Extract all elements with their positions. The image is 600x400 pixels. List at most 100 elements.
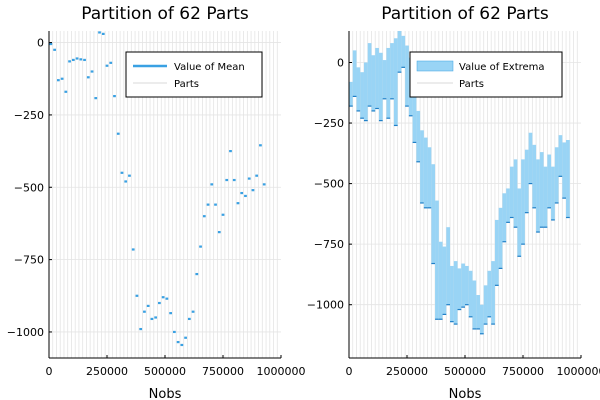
extrema-band: [442, 246, 447, 315]
extrema-band: [349, 81, 353, 107]
extrema-band: [528, 132, 533, 184]
mean-chart-y-tick-label: 0: [37, 37, 44, 50]
extrema-chart-y-tick-label: −250: [314, 117, 344, 130]
extrema-band: [367, 43, 372, 107]
extrema-band: [472, 280, 477, 329]
extrema-band: [393, 38, 398, 126]
extrema-band: [352, 50, 357, 97]
extrema-chart-x-tick-label: 500000: [444, 365, 486, 378]
extrema-band: [506, 188, 510, 223]
extrema-band: [539, 152, 544, 228]
extrema-band: [465, 265, 469, 305]
extrema-band: [401, 35, 406, 68]
extrema-band: [491, 261, 495, 325]
extrema-chart-marks: [349, 31, 570, 335]
extrema-band: [435, 200, 439, 320]
extrema-band: [524, 149, 529, 213]
extrema-band: [468, 270, 473, 317]
extrema-band: [438, 241, 443, 320]
extrema-band: [405, 45, 409, 107]
extrema-chart-title: Partition of 62 Parts: [381, 4, 549, 24]
extrema-band: [566, 140, 570, 218]
mean-chart-x-axis-label: Nobs: [149, 387, 182, 400]
extrema-band: [371, 55, 376, 111]
extrema-band: [431, 164, 436, 264]
extrema-band: [382, 60, 387, 99]
extrema-band: [554, 147, 559, 203]
extrema-band: [423, 137, 428, 208]
extrema-band: [547, 154, 552, 208]
extrema-band: [551, 166, 555, 220]
mean-chart-legend-label-parts: Parts: [174, 79, 199, 90]
extrema-chart-y-tick-label: −1000: [307, 299, 344, 312]
extrema-chart-x-ticks: 0 250000 500000 750000 1000000: [346, 355, 600, 378]
mean-chart-x-tick-label: 750000: [202, 365, 244, 378]
extrema-chart-legend-label-extrema: Value of Extrema: [459, 62, 545, 73]
mean-chart-legend: Value of Mean Parts: [125, 51, 263, 98]
mean-chart-y-tick-label: −750: [14, 254, 44, 267]
extrema-chart-y-tick-label: −750: [314, 238, 344, 251]
extrema-chart-legend-box: [409, 51, 563, 98]
extrema-band: [483, 285, 488, 325]
mean-chart-marks: [49, 31, 266, 347]
extrema-band: [521, 159, 525, 245]
mean-chart-title: Partition of 62 Parts: [81, 4, 249, 24]
extrema-band: [378, 52, 383, 121]
extrema-band: [450, 265, 454, 322]
extrema-chart-x-axis-label: Nobs: [449, 387, 482, 400]
extrema-band: [517, 188, 522, 257]
extrema-chart-y-tick-label: −500: [314, 178, 344, 191]
extrema-band: [461, 263, 466, 308]
mean-chart-x-tick-label: 250000: [86, 365, 128, 378]
extrema-band: [375, 47, 379, 109]
mean-chart-x-ticks: 0 250000 500000 750000 1000000: [46, 355, 306, 378]
extrema-chart-legend-swatch-extrema: [416, 60, 454, 72]
extrema-band: [532, 144, 537, 208]
extrema-band: [427, 147, 432, 208]
extrema-band: [360, 72, 364, 119]
extrema-chart-legend: Value of Extrema Parts: [409, 51, 563, 98]
extrema-band: [513, 159, 518, 228]
extrema-band: [543, 166, 548, 228]
extrema-band: [386, 47, 391, 119]
extrema-band: [498, 207, 503, 269]
extrema-bands: [349, 31, 570, 335]
extrema-band: [446, 227, 451, 305]
extrema-chart-y-ticks: 0 −250 −500 −750 −1000: [307, 56, 352, 312]
extrema-band: [397, 31, 402, 73]
extrema-band: [457, 268, 462, 310]
extrema-band: [416, 110, 421, 162]
extrema-band: [476, 295, 480, 329]
extrema-chart-legend-label-parts: Parts: [459, 79, 484, 90]
extrema-band: [412, 77, 417, 143]
mean-chart-y-tick-label: −250: [14, 109, 44, 122]
mean-chart-legend-box: [125, 51, 263, 98]
extrema-band: [494, 219, 499, 286]
extrema-chart-y-tick-label: 0: [337, 56, 344, 69]
extrema-band: [479, 304, 484, 334]
mean-chart-x-tick-label: 0: [46, 365, 53, 378]
extrema-band: [558, 135, 563, 177]
extrema-chart-panel: Partition of 62 Parts 0 250000 500000 75000…: [307, 4, 600, 400]
extrema-chart-x-tick-label: 0: [346, 365, 353, 378]
extrema-band: [453, 261, 458, 325]
extrema-band: [420, 130, 424, 203]
extrema-chart-x-tick-label: 250000: [386, 365, 428, 378]
extrema-band: [363, 62, 368, 121]
extrema-band: [509, 166, 514, 218]
mean-chart-y-tick-label: −1000: [7, 326, 44, 339]
extrema-chart-x-tick-label: 1000000: [557, 365, 600, 378]
mean-chart-x-tick-label: 500000: [144, 365, 186, 378]
extrema-band: [502, 193, 507, 242]
extrema-band: [562, 142, 567, 199]
mean-chart-grid: [48, 31, 281, 358]
mean-chart-legend-label-mean: Value of Mean: [174, 62, 245, 73]
mean-chart-panel: Partition of 62 Parts 0 250000 500000 75000…: [7, 4, 306, 400]
extrema-band: [536, 159, 540, 233]
extrema-band: [390, 43, 394, 99]
mean-chart-y-ticks: 0 −250 −500 −750 −1000: [7, 37, 52, 339]
extrema-band: [487, 270, 492, 317]
mean-chart-y-tick-label: −500: [14, 181, 44, 194]
extrema-chart-x-tick-label: 750000: [502, 365, 544, 378]
